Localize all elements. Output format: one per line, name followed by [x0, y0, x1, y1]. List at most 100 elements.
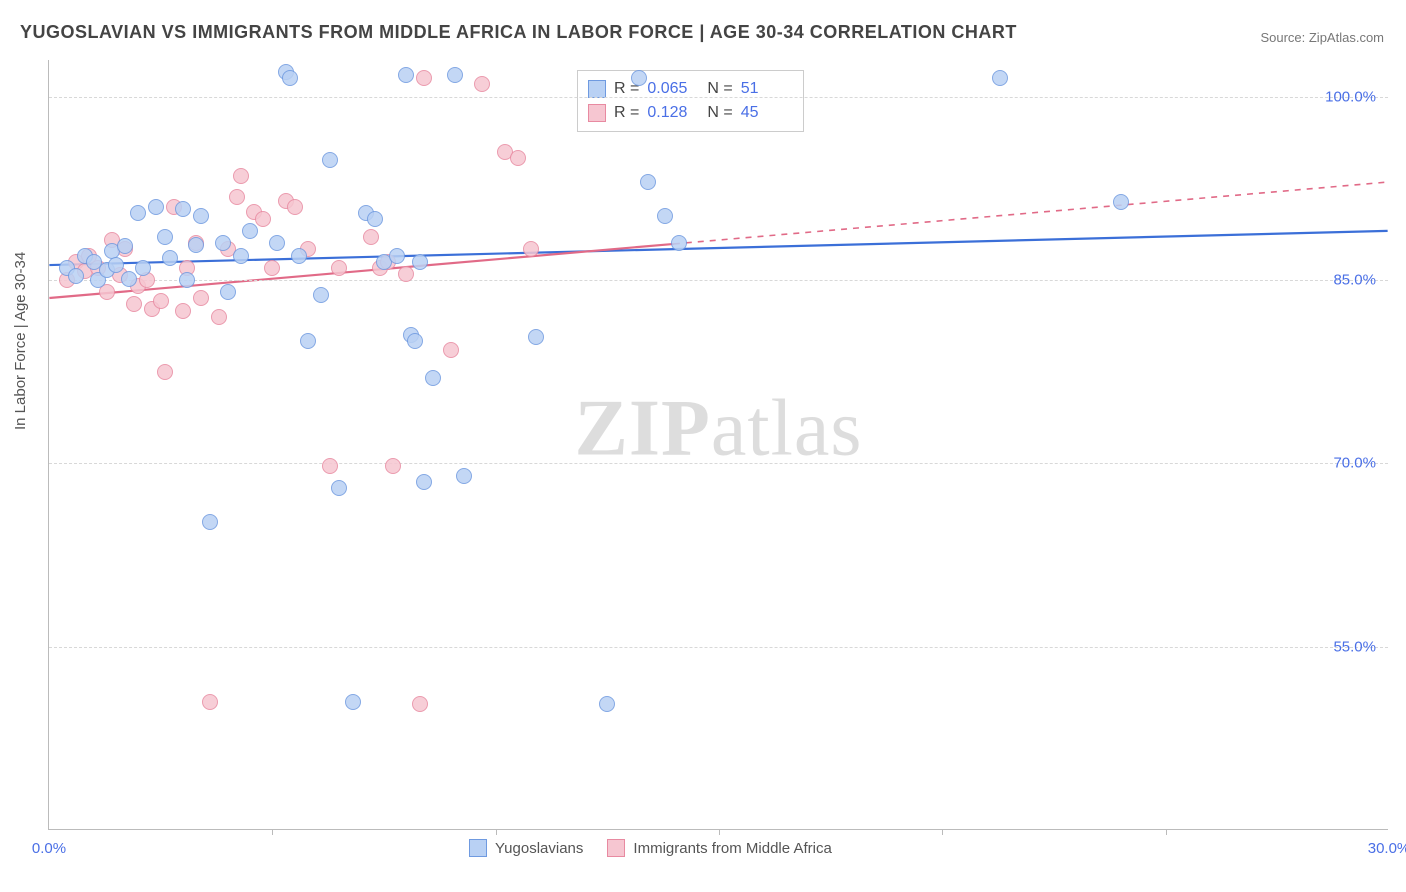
scatter-point — [255, 211, 271, 227]
scatter-point — [211, 309, 227, 325]
legend-n-value-2: 45 — [741, 101, 793, 125]
legend-item-1: Yugoslavians — [469, 839, 583, 857]
gridline — [49, 647, 1388, 648]
x-tick-label: 30.0% — [1368, 840, 1406, 857]
y-axis-label: In Labor Force | Age 30-34 — [12, 252, 29, 430]
scatter-point — [1113, 194, 1129, 210]
scatter-point — [657, 208, 673, 224]
x-tick-mark — [272, 829, 273, 835]
watermark-atlas: atlas — [711, 385, 863, 473]
scatter-point — [331, 260, 347, 276]
scatter-point — [202, 694, 218, 710]
gridline — [49, 463, 1388, 464]
scatter-point — [269, 235, 285, 251]
scatter-point — [331, 480, 347, 496]
gridline — [49, 97, 1388, 98]
scatter-point — [135, 260, 151, 276]
source-label: Source: ZipAtlas.com — [1260, 30, 1384, 45]
scatter-point — [385, 458, 401, 474]
trend-lines-layer — [49, 60, 1388, 829]
scatter-point — [412, 696, 428, 712]
scatter-point — [126, 296, 142, 312]
scatter-point — [631, 70, 647, 86]
scatter-point — [523, 241, 539, 257]
scatter-point — [148, 199, 164, 215]
scatter-point — [175, 303, 191, 319]
legend-swatch-bottom-1 — [469, 839, 487, 857]
scatter-point — [407, 333, 423, 349]
scatter-point — [345, 694, 361, 710]
x-tick-mark — [942, 829, 943, 835]
scatter-point — [528, 329, 544, 345]
y-tick-label: 85.0% — [1333, 272, 1376, 289]
scatter-point — [220, 284, 236, 300]
scatter-point — [287, 199, 303, 215]
scatter-point — [130, 205, 146, 221]
scatter-point — [153, 293, 169, 309]
legend-label-1: Yugoslavians — [495, 840, 583, 857]
legend-r-value-2: 0.128 — [647, 101, 699, 125]
legend-series: Yugoslavians Immigrants from Middle Afri… — [469, 839, 832, 857]
scatter-point — [456, 468, 472, 484]
watermark: ZIPatlas — [575, 384, 863, 475]
scatter-point — [599, 696, 615, 712]
scatter-point — [179, 272, 195, 288]
scatter-point — [640, 174, 656, 190]
y-tick-label: 55.0% — [1333, 638, 1376, 655]
scatter-point — [425, 370, 441, 386]
scatter-point — [398, 266, 414, 282]
scatter-point — [264, 260, 280, 276]
scatter-point — [202, 514, 218, 530]
scatter-point — [447, 67, 463, 83]
scatter-point — [313, 287, 329, 303]
scatter-point — [193, 290, 209, 306]
scatter-point — [215, 235, 231, 251]
scatter-point — [108, 257, 124, 273]
scatter-point — [175, 201, 191, 217]
x-tick-mark — [496, 829, 497, 835]
legend-stats: R = 0.065 N = 51 R = 0.128 N = 45 — [577, 70, 804, 132]
trend-line-dashed — [674, 182, 1388, 244]
scatter-point — [300, 333, 316, 349]
legend-n-label-2: N = — [707, 101, 732, 125]
scatter-point — [443, 342, 459, 358]
y-tick-label: 70.0% — [1333, 455, 1376, 472]
scatter-point — [367, 211, 383, 227]
scatter-point — [193, 208, 209, 224]
scatter-point — [389, 248, 405, 264]
legend-swatch-bottom-2 — [607, 839, 625, 857]
legend-item-2: Immigrants from Middle Africa — [607, 839, 831, 857]
scatter-point — [157, 229, 173, 245]
scatter-point — [671, 235, 687, 251]
scatter-point — [229, 189, 245, 205]
scatter-point — [412, 254, 428, 270]
scatter-point — [162, 250, 178, 266]
y-tick-label: 100.0% — [1325, 88, 1376, 105]
scatter-point — [233, 168, 249, 184]
plot-area: ZIPatlas R = 0.065 N = 51 R = 0.128 N = … — [48, 60, 1388, 830]
scatter-point — [242, 223, 258, 239]
legend-row-2: R = 0.128 N = 45 — [588, 101, 793, 125]
scatter-point — [322, 458, 338, 474]
legend-r-label-2: R = — [614, 101, 639, 125]
scatter-point — [282, 70, 298, 86]
legend-swatch-2 — [588, 104, 606, 122]
scatter-point — [188, 237, 204, 253]
legend-label-2: Immigrants from Middle Africa — [633, 840, 831, 857]
scatter-point — [157, 364, 173, 380]
scatter-point — [510, 150, 526, 166]
scatter-point — [291, 248, 307, 264]
scatter-point — [68, 268, 84, 284]
watermark-zip: ZIP — [575, 385, 711, 473]
scatter-point — [474, 76, 490, 92]
scatter-point — [416, 474, 432, 490]
scatter-point — [322, 152, 338, 168]
gridline — [49, 280, 1388, 281]
chart-container: YUGOSLAVIAN VS IMMIGRANTS FROM MIDDLE AF… — [0, 0, 1406, 892]
scatter-point — [416, 70, 432, 86]
scatter-point — [121, 271, 137, 287]
scatter-point — [363, 229, 379, 245]
legend-swatch-1 — [588, 80, 606, 98]
x-tick-mark — [719, 829, 720, 835]
scatter-point — [233, 248, 249, 264]
